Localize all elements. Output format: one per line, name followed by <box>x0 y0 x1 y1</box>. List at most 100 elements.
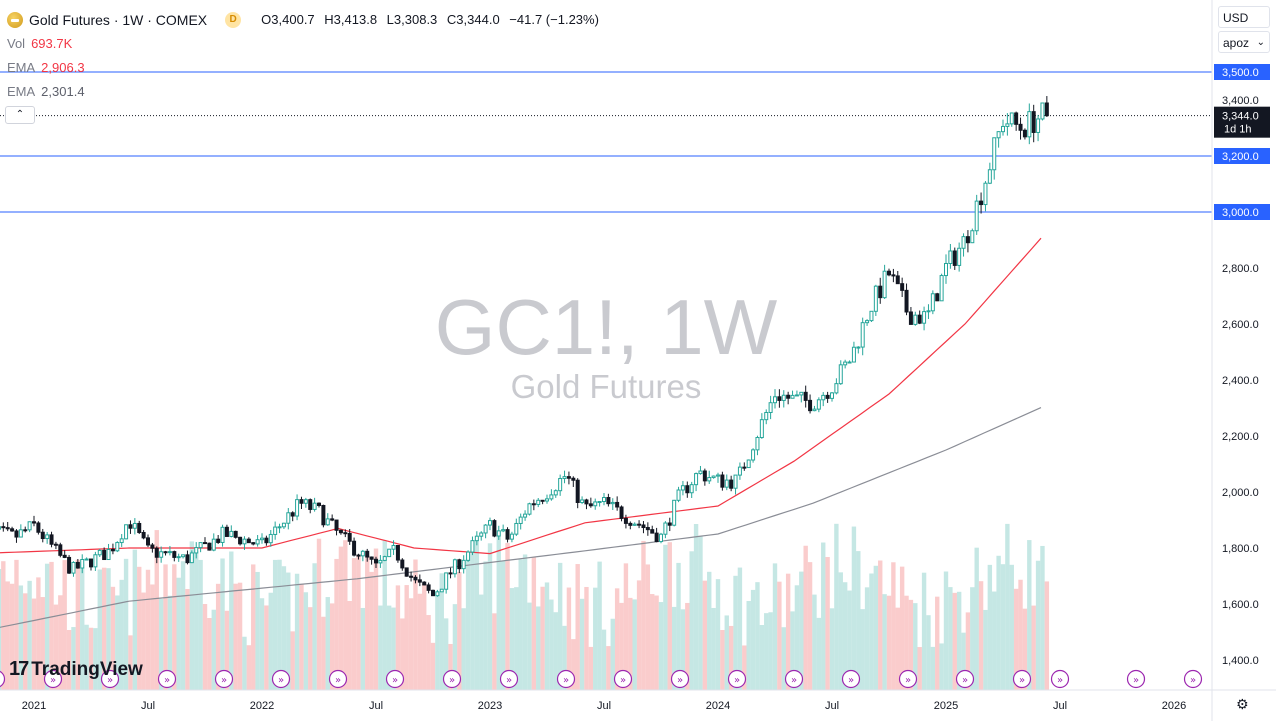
volume-bar <box>259 598 265 690</box>
price-axis: 1,400.0 1,600.0 1,800.0 2,000.0 2,200.0 2,400… <box>1214 64 1270 667</box>
volume-bar <box>728 625 734 690</box>
volume-bar <box>689 551 694 690</box>
volume-bar <box>479 594 484 690</box>
volume-bar <box>768 612 773 690</box>
candle-body <box>996 131 1001 139</box>
currency-button[interactable]: USD <box>1218 6 1270 28</box>
volume-bar <box>614 588 620 690</box>
candle-body <box>1014 112 1019 125</box>
volume-bar <box>80 563 85 690</box>
volume-bar <box>750 589 756 690</box>
volume-bar <box>992 591 997 690</box>
event-arrow-icon: » <box>506 675 512 686</box>
event-marker-icon <box>784 669 804 689</box>
volume-bar <box>584 586 589 690</box>
candle-body <box>360 550 365 557</box>
candle-body <box>338 529 343 534</box>
volume-bar <box>40 597 45 690</box>
legend-ema-short-row[interactable]: EMA 2,906.3 <box>7 56 605 80</box>
event-arrow-icon: » <box>848 675 854 686</box>
time-tick-label: 2023 <box>478 700 502 712</box>
candle-body <box>238 536 243 545</box>
candle-body <box>685 485 690 494</box>
candle-body <box>189 552 194 564</box>
volume-bar <box>386 605 392 690</box>
candle-body <box>352 540 357 556</box>
candle-body <box>356 554 361 557</box>
low-label: L <box>386 12 394 27</box>
volume-bar <box>404 585 409 690</box>
candle-body <box>36 522 41 533</box>
candle-body <box>400 559 405 569</box>
volume-bar <box>264 605 269 690</box>
volume-bar <box>198 559 203 690</box>
candle-body <box>737 466 742 476</box>
candle-body <box>571 477 576 481</box>
volume-bar <box>483 561 488 690</box>
volume-bar <box>312 563 317 690</box>
volume-label: Vol <box>7 36 26 51</box>
candle-body <box>878 285 883 299</box>
symbol-title[interactable]: Gold Futures · 1W · COMEX <box>29 12 208 28</box>
volume-bar <box>329 603 335 690</box>
candle-body <box>124 524 129 540</box>
candle-body <box>930 293 935 312</box>
event-markers[interactable]: »»»»»»»»»»»»»»»»»»»»»» <box>0 669 1203 689</box>
scale-mode-button[interactable]: apoz ⌄ <box>1218 31 1270 53</box>
candle-body <box>207 542 212 551</box>
tradingview-logo[interactable]: 17 TradingView <box>9 658 143 681</box>
candle-body <box>260 537 264 541</box>
candle-body <box>531 503 536 506</box>
volume-bar <box>913 603 918 690</box>
candle-body <box>40 531 45 540</box>
candle-body <box>295 499 300 517</box>
legend-ema-long-row[interactable]: EMA 2,301.4 <box>7 80 605 104</box>
candle-body <box>299 499 304 504</box>
volume-bar <box>597 561 602 690</box>
volume-bar <box>343 540 348 690</box>
candle-body <box>264 537 269 544</box>
candle-body <box>470 540 475 553</box>
candle-body <box>501 529 506 532</box>
candle-body <box>882 270 887 299</box>
candle-body <box>602 497 606 503</box>
volume-bar <box>755 582 760 690</box>
legend-volume-row[interactable]: Vol 693.7K <box>7 32 605 56</box>
price-tick-label: 1,600.0 <box>1222 599 1259 611</box>
volume-bar <box>834 523 839 690</box>
volume-bar <box>1000 564 1006 690</box>
volume-bar <box>917 647 922 690</box>
candle-body <box>435 591 440 597</box>
volume-bar <box>654 595 659 690</box>
volume-bar <box>671 606 677 690</box>
candle-body <box>746 459 751 469</box>
volume-bar <box>838 572 843 690</box>
settings-gear-icon[interactable]: ⚙ <box>1236 696 1249 712</box>
candle-body <box>724 479 729 488</box>
volume-bar <box>189 541 195 690</box>
volume-bar <box>899 566 905 690</box>
candle-body <box>891 274 896 277</box>
candle-body <box>369 556 374 560</box>
volume-bar <box>733 575 738 690</box>
candle-body <box>347 532 352 542</box>
volume-bar <box>14 559 19 690</box>
volume-bar <box>575 564 580 690</box>
volume-bar <box>632 599 637 690</box>
delayed-badge[interactable]: D <box>225 12 242 28</box>
volume-bar <box>439 573 444 690</box>
candle-body <box>448 572 453 575</box>
time-tick-label: 2025 <box>934 700 958 712</box>
time-tick-label: Jul <box>1053 700 1067 712</box>
volume-bar <box>847 590 852 690</box>
candle-body <box>834 383 839 394</box>
candle-body <box>378 559 383 564</box>
candle-body <box>150 544 155 549</box>
price-tick-label: 2,400.0 <box>1222 375 1259 387</box>
volume-bar <box>321 616 326 690</box>
candle-body <box>233 530 238 538</box>
event-arrow-icon: » <box>107 675 113 686</box>
collapse-legend-button[interactable]: ⌃ <box>5 106 35 124</box>
candle-body <box>58 544 63 556</box>
